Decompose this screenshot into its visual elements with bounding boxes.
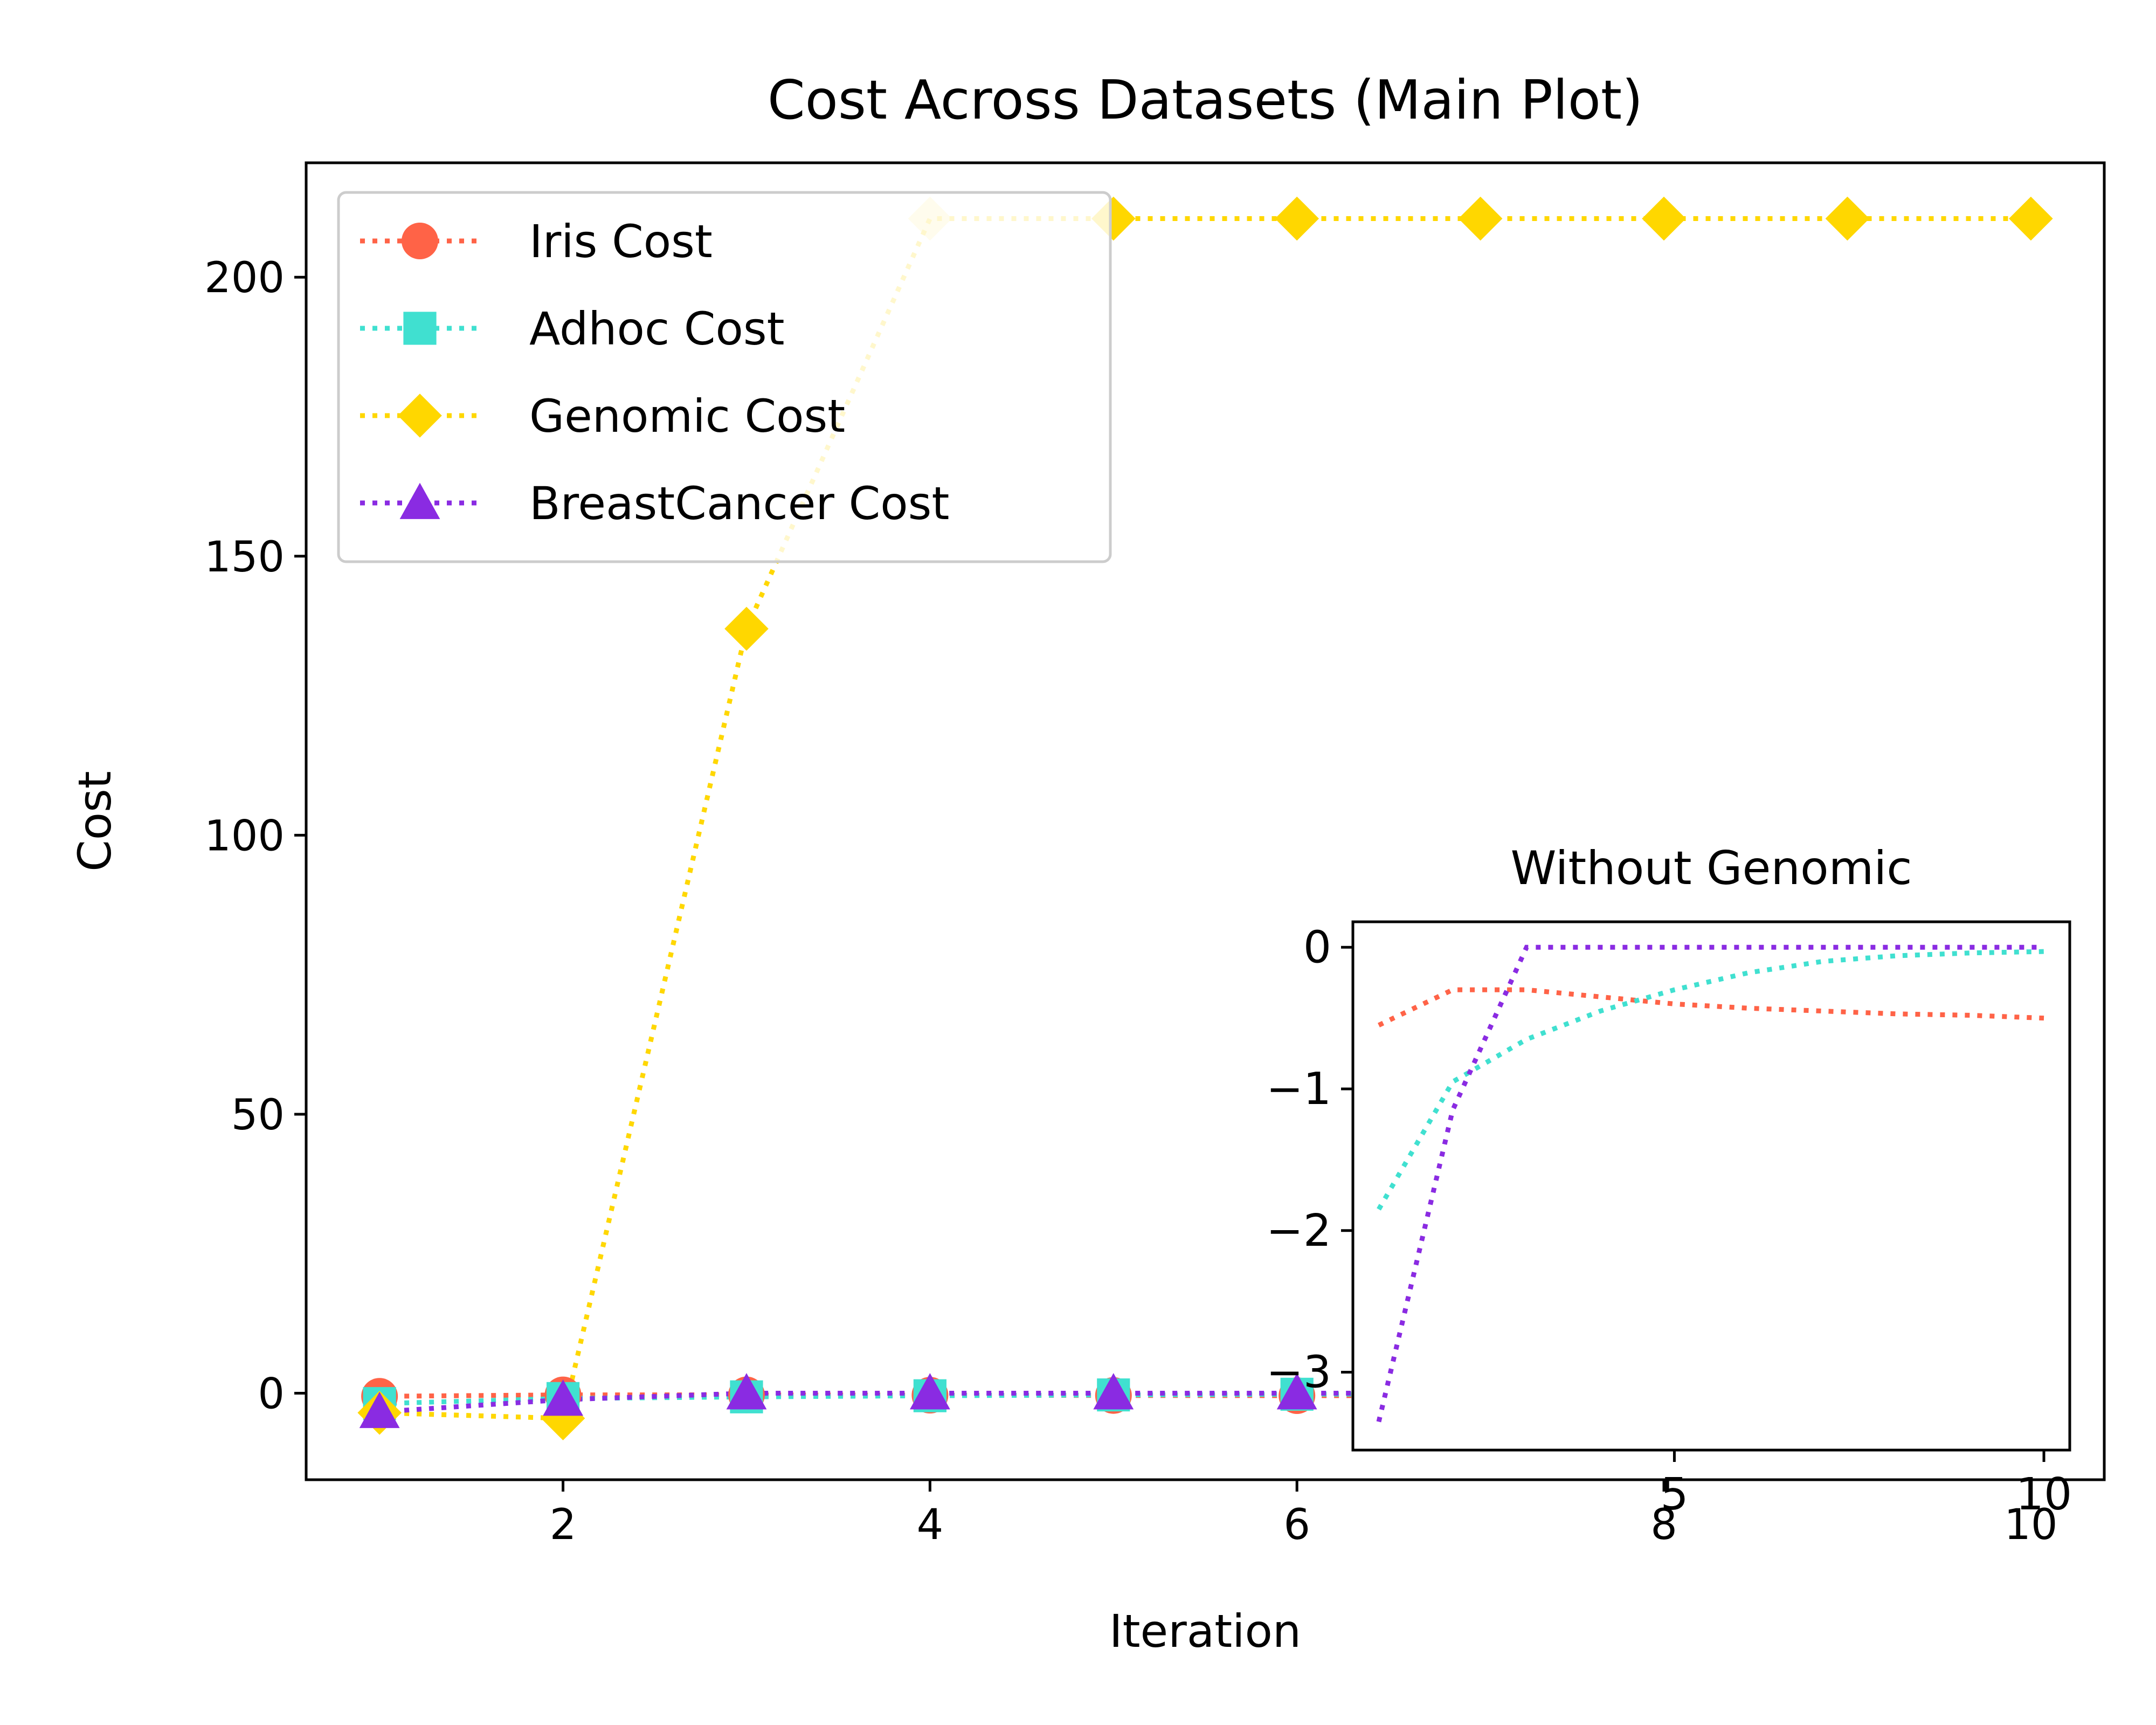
legend: Iris Cost Adhoc Cost Genomic Cost BreastCan… <box>337 191 1112 563</box>
y-axis-label: Cost <box>68 771 121 872</box>
inset-y-tick-label: −2 <box>1266 1205 1331 1257</box>
inset-axes-frame <box>1351 920 2071 1452</box>
legend-marker-adhoc-cost <box>403 312 437 345</box>
breastcancer-cost-marker <box>1276 1373 1317 1410</box>
legend-marker-iris-cost <box>402 223 438 259</box>
inset-y-tick-label: 0 <box>1303 922 1331 973</box>
inset-y-tick-label: −1 <box>1266 1064 1331 1115</box>
y-tick-label: 0 <box>258 1370 285 1419</box>
genomic-cost-marker <box>1642 196 1686 241</box>
x-tick-label: 10 <box>2004 1501 2057 1549</box>
inset-series-line-2 <box>1377 949 2044 1211</box>
legend-items: Iris Cost Adhoc Cost Genomic Cost BreastCan… <box>360 215 949 530</box>
inset-plot: Without Genomic 5 10 0 −1 −2 −3 <box>1266 841 2072 1520</box>
legend-marker-breastcancer-cost <box>399 482 440 519</box>
y-tick-label: 150 <box>204 533 285 582</box>
inset-series-line-3 <box>1376 944 2044 1423</box>
legend-label-iris-cost: Iris Cost <box>529 215 713 268</box>
y-tick-label: 100 <box>204 812 285 860</box>
legend-marker-genomic-cost <box>398 394 442 438</box>
main-axes-frame <box>305 161 2106 1481</box>
legend-box <box>337 191 1112 563</box>
inset-chart-title: Without Genomic <box>1510 841 1912 895</box>
x-tick-label: 2 <box>550 1501 577 1549</box>
breastcancer-cost-marker <box>543 1379 583 1416</box>
genomic-cost-marker <box>724 606 769 651</box>
breastcancer-cost-marker <box>909 1373 950 1410</box>
legend-label-breastcancer-cost: BreastCancer Cost <box>529 477 949 530</box>
x-tick-label: 6 <box>1283 1501 1310 1549</box>
x-axis-label: Iteration <box>1109 1605 1301 1658</box>
y-tick-label: 50 <box>231 1091 285 1140</box>
x-tick-label: 4 <box>917 1501 944 1549</box>
breastcancer-cost-marker <box>359 1391 400 1429</box>
inset-background <box>1353 922 2070 1450</box>
legend-label-adhoc-cost: Adhoc Cost <box>529 302 785 355</box>
inset-y-tick-label: −3 <box>1266 1347 1331 1398</box>
main-chart-title: Cost Across Datasets (Main Plot) <box>768 68 1643 132</box>
genomic-cost-marker <box>1275 196 1319 241</box>
inset-series-layer <box>1376 944 2044 1423</box>
genomic-cost-line <box>379 216 2031 1421</box>
genomic-cost-marker <box>1825 196 1870 241</box>
inset-axis-ticks: 5 10 0 −1 −2 −3 <box>1266 922 2072 1520</box>
breastcancer-cost-marker <box>726 1373 767 1410</box>
inset-x-tick-label: 5 <box>1660 1469 1688 1520</box>
legend-label-genomic-cost: Genomic Cost <box>529 390 845 443</box>
x-tick-label: 8 <box>1650 1501 1677 1549</box>
genomic-cost-marker <box>1458 196 1503 241</box>
breastcancer-cost-marker <box>1093 1373 1134 1410</box>
y-tick-label: 200 <box>204 254 285 302</box>
genomic-cost-marker <box>2009 196 2053 241</box>
inset-x-tick-label: 10 <box>2016 1469 2072 1520</box>
